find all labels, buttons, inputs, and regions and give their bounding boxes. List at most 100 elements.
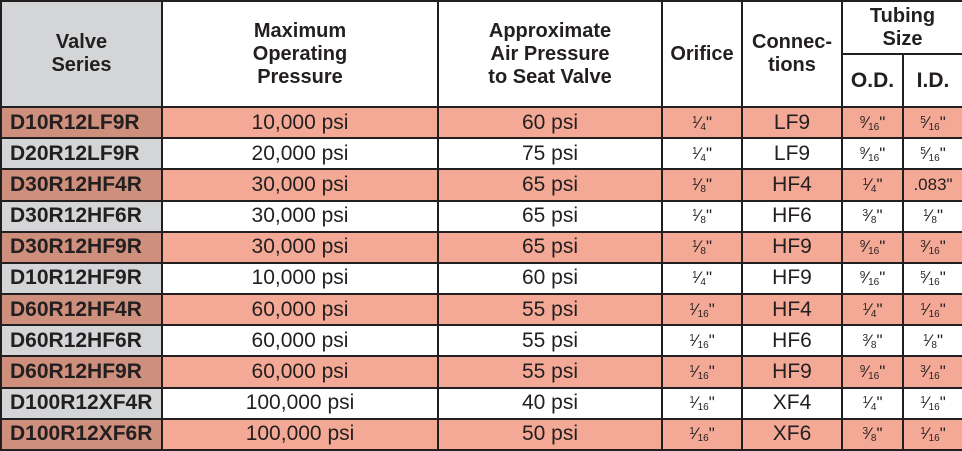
header-label: to Seat Valve [488,65,612,88]
header-label: Air Pressure [490,42,610,65]
header-label: Pressure [257,65,343,88]
tubing-od-cell: 3⁄8" [841,324,904,358]
tubing-id-cell: 5⁄16" [902,137,962,171]
max-pressure-cell: 30,000 psi [161,230,439,264]
valve-series-cell: D60R12HF4R [0,293,163,327]
air-pressure-cell: 65 psi [437,230,663,264]
max-pressure-cell: 20,000 psi [161,137,439,171]
header-label: Approximate [488,19,612,42]
valve-series-cell: D30R12HF9R [0,230,163,264]
tubing-od-cell: 1⁄4" [841,386,904,420]
air-pressure-cell: 60 psi [437,105,663,140]
max-pressure-cell: 60,000 psi [161,324,439,358]
air-pressure-cell: 55 psi [437,293,663,327]
orifice-cell: 1⁄16" [661,386,743,420]
max-pressure-cell: 100,000 psi [161,417,439,451]
header-label: Tubing [869,4,936,27]
tubing-od-cell: 9⁄16" [841,355,904,389]
tubing-id-cell: 1⁄16" [902,417,962,451]
table-row: D10R12HF9R 10,000 psi 60 psi 1⁄4" HF9 9⁄16" 5⁄… [0,261,962,296]
valve-series-cell: D30R12HF4R [0,168,163,202]
max-pressure-cell: 10,000 psi [161,105,439,140]
orifice-cell: 1⁄4" [661,105,743,140]
tubing-id-cell: 1⁄8" [902,324,962,358]
tubing-id-cell: 5⁄16" [902,261,962,296]
orifice-cell: 1⁄8" [661,168,743,202]
connection-cell: HF4 [741,168,843,202]
header-label: Size [882,27,923,50]
orifice-cell: 1⁄16" [661,293,743,327]
header-label: Series [51,54,112,76]
tubing-od-cell: 9⁄16" [841,105,904,140]
orifice-cell: 1⁄8" [661,230,743,264]
header-label: tions [768,54,816,76]
tubing-id-cell: 3⁄16" [902,355,962,389]
air-pressure-cell: 65 psi [437,199,663,233]
table-body: D10R12LF9R 10,000 psi 60 psi 1⁄4" LF9 9⁄16" 5⁄… [0,105,962,451]
tubing-od-cell: 9⁄16" [841,230,904,264]
header-tubing-size: Tubing Size [841,0,962,55]
tubing-od-cell: 1⁄4" [841,168,904,202]
valve-series-cell: D20R12LF9R [0,137,163,171]
header-id: I.D. [902,53,962,108]
tubing-id-cell: 3⁄16" [902,230,962,264]
tubing-od-cell: 9⁄16" [841,137,904,171]
valve-series-cell: D100R12XF4R [0,386,163,420]
tubing-id-cell: .083" [902,168,962,202]
connection-cell: LF9 [741,137,843,171]
table-row: D60R12HF6R 60,000 psi 55 psi 1⁄16" HF6 3⁄8" 1⁄… [0,324,962,358]
tubing-id-cell: 1⁄8" [902,199,962,233]
table-row: D30R12HF6R 30,000 psi 65 psi 1⁄8" HF6 3⁄8" 1⁄8… [0,199,962,233]
table-row: D60R12HF4R 60,000 psi 55 psi 1⁄16" HF4 1⁄4" 1⁄… [0,293,962,327]
tubing-id-cell: 1⁄16" [902,293,962,327]
tubing-od-cell: 3⁄8" [841,417,904,451]
tubing-od-cell: 3⁄8" [841,199,904,233]
valve-series-cell: D10R12HF9R [0,261,163,296]
max-pressure-cell: 30,000 psi [161,168,439,202]
orifice-cell: 1⁄4" [661,137,743,171]
header-label: Valve [55,31,108,53]
valve-series-cell: D30R12HF6R [0,199,163,233]
tubing-id-cell: 5⁄16" [902,105,962,140]
tubing-od-cell: 9⁄16" [841,261,904,296]
table-row: D30R12HF9R 30,000 psi 65 psi 1⁄8" HF9 9⁄16" 3⁄… [0,230,962,264]
air-pressure-cell: 55 psi [437,324,663,358]
connection-cell: LF9 [741,105,843,140]
table-row: D20R12LF9R 20,000 psi 75 psi 1⁄4" LF9 9⁄16" 5⁄… [0,137,962,171]
max-pressure-cell: 60,000 psi [161,293,439,327]
connection-cell: HF9 [741,355,843,389]
air-pressure-cell: 50 psi [437,417,663,451]
orifice-cell: 1⁄8" [661,199,743,233]
air-pressure-cell: 75 psi [437,137,663,171]
orifice-cell: 1⁄4" [661,261,743,296]
header-air-pressure: Approximate Air Pressure to Seat Valve [437,0,663,108]
table-header: Valve Series Maximum Operating Pressure … [0,0,962,108]
orifice-cell: 1⁄16" [661,355,743,389]
header-label: Maximum [253,19,347,42]
header-label: Operating [252,42,348,65]
connection-cell: HF9 [741,230,843,264]
air-pressure-cell: 40 psi [437,386,663,420]
connection-cell: HF9 [741,261,843,296]
max-pressure-cell: 10,000 psi [161,261,439,296]
valve-series-cell: D100R12XF6R [0,417,163,451]
air-pressure-cell: 55 psi [437,355,663,389]
header-label: Connec- [752,31,832,53]
air-pressure-cell: 60 psi [437,261,663,296]
connection-cell: XF4 [741,386,843,420]
max-pressure-cell: 100,000 psi [161,386,439,420]
valve-series-cell: D10R12LF9R [0,105,163,140]
connection-cell: HF6 [741,199,843,233]
valve-series-cell: D60R12HF6R [0,324,163,358]
header-od: O.D. [841,53,904,108]
header-valve-series: Valve Series [0,0,163,108]
orifice-cell: 1⁄16" [661,417,743,451]
connection-cell: XF6 [741,417,843,451]
table-row: D60R12HF9R 60,000 psi 55 psi 1⁄16" HF9 9⁄16" 3… [0,355,962,389]
connection-cell: HF4 [741,293,843,327]
header-max-operating-pressure: Maximum Operating Pressure [161,0,439,108]
header-label: Orifice [670,42,734,65]
table-row: D100R12XF6R 100,000 psi 50 psi 1⁄16" XF6 3⁄8"… [0,417,962,451]
air-pressure-cell: 65 psi [437,168,663,202]
